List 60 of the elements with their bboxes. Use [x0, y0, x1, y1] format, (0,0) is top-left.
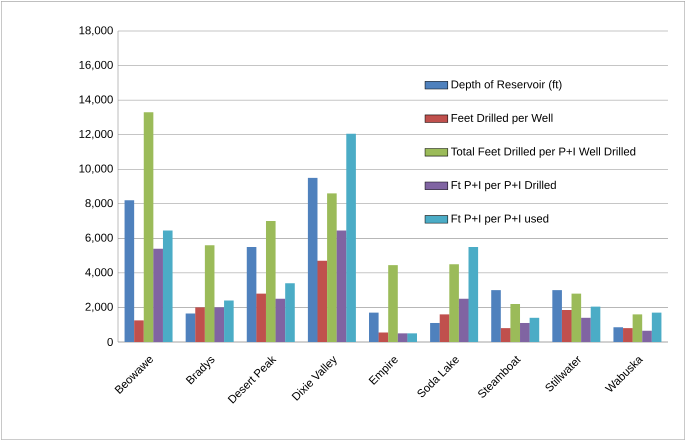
- bar: [204, 245, 214, 342]
- bar: [246, 246, 256, 342]
- bar: [530, 318, 540, 342]
- y-tick-label: 2,000: [86, 302, 113, 312]
- bar: [195, 307, 205, 342]
- bar: [510, 304, 520, 342]
- bar: [336, 230, 346, 342]
- legend-label: Total Feet Drilled per P+I Well Drilled: [450, 147, 636, 158]
- bar: [317, 260, 328, 342]
- y-tick-label: 12,000: [79, 130, 113, 140]
- bar: [256, 294, 266, 342]
- bar: [430, 322, 440, 342]
- bar: [468, 246, 478, 342]
- bar: [224, 300, 234, 342]
- y-tick-label: 18,000: [79, 26, 113, 36]
- bar: [266, 221, 276, 342]
- bar: [327, 193, 337, 342]
- bar: [613, 327, 624, 342]
- bar: [346, 134, 356, 342]
- bar: [572, 294, 582, 342]
- bar: [652, 312, 662, 342]
- bar: [308, 178, 318, 342]
- bar: [491, 290, 501, 342]
- bar: [407, 333, 417, 342]
- bar: [162, 230, 173, 342]
- legend-label: Ft P+I per P+I used: [452, 214, 548, 225]
- bar: [590, 306, 600, 342]
- y-tick-label: 14,000: [79, 95, 113, 105]
- bar: [449, 264, 459, 342]
- bar: [369, 312, 379, 342]
- bar: [285, 283, 295, 342]
- bar: [388, 265, 398, 342]
- bar: [398, 333, 408, 342]
- legend-label: Depth of Reservoir (ft): [452, 80, 562, 91]
- bar: [581, 318, 591, 342]
- bar: [500, 328, 510, 342]
- bar: [632, 314, 642, 342]
- bar: [520, 322, 530, 342]
- bar: [378, 332, 388, 342]
- y-tick-label: 4,000: [85, 268, 113, 278]
- bar: [144, 112, 154, 342]
- y-tick-label: 10,000: [79, 164, 113, 174]
- legend-label: Feet Drilled per Well: [452, 114, 552, 124]
- bar: [153, 248, 163, 342]
- y-tick-label: 16,000: [79, 60, 113, 70]
- y-tick-label: 0: [107, 338, 113, 346]
- bar: [440, 314, 450, 342]
- bar: [623, 328, 633, 342]
- bar: [124, 200, 134, 342]
- bar: [562, 310, 572, 342]
- legend-label: Ft P+I per P+I Drilled: [452, 180, 556, 192]
- bar: [186, 313, 196, 342]
- bar: [458, 298, 469, 342]
- y-tick-label: 8,000: [85, 199, 113, 208]
- bar: [214, 307, 224, 342]
- bar: [276, 298, 286, 342]
- bar: [134, 320, 144, 342]
- y-tick-label: 6,000: [86, 234, 113, 243]
- bar: [642, 330, 652, 342]
- bar: [552, 290, 562, 342]
